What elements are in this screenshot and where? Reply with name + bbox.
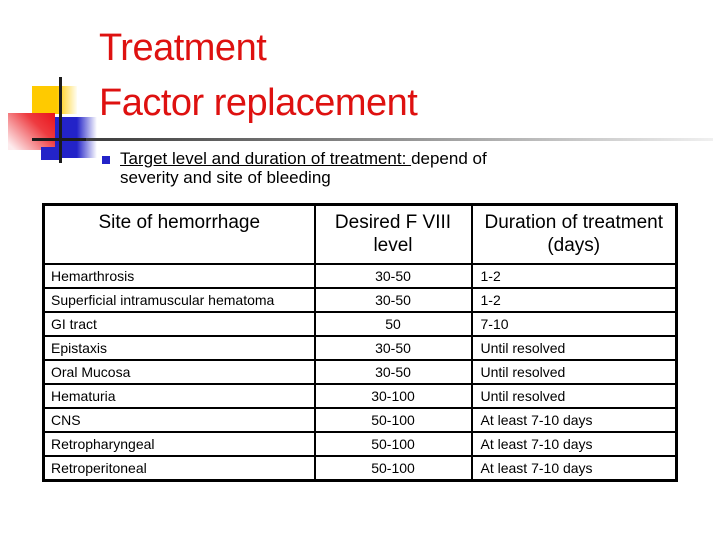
vertical-line-decor [59,77,62,163]
table-cell: Hematuria [42,383,316,409]
table-row: Retroperitoneal 50-100 At least 7-10 days [42,455,678,482]
table-cell: 1-2 [470,263,678,289]
table-cell: Until resolved [470,359,678,385]
table-cell: 1-2 [470,287,678,313]
bullet-line-1: Target level and duration of treatment: … [120,149,487,168]
pink-square-decor [8,113,55,150]
table-cell: CNS [42,407,316,433]
header-cell-site: Site of hemorrhage [42,203,316,265]
table-cell: At least 7-10 days [470,407,678,433]
bullet-text: Target level and duration of treatment: … [120,149,487,187]
header-duration-line1: Duration of treatment [484,212,663,233]
bullet-line-1-rest: depend of [411,149,487,168]
header-cell-duration: Duration of treatment (days) [470,203,678,265]
title-divider-rule [86,138,713,141]
treatment-table: Site of hemorrhage Desired F VIII level … [42,203,678,482]
horizontal-line-decor [32,138,88,141]
table-cell: 50-100 [313,407,473,433]
table-row: GI tract 50 7-10 [42,311,678,337]
table-row: Retropharyngeal 50-100 At least 7-10 days [42,431,678,457]
table-cell: GI tract [42,311,316,337]
table-row: CNS 50-100 At least 7-10 days [42,407,678,433]
table-cell: Until resolved [470,383,678,409]
header-duration-line2: (days) [547,235,601,256]
table-cell: 7-10 [470,311,678,337]
table-cell: Hemarthrosis [42,263,316,289]
yellow-square-decor [32,86,77,114]
table-cell: 30-50 [313,335,473,361]
table-row: Superficial intramuscular hematoma 30-50 1… [42,287,678,313]
table-cell: Oral Mucosa [42,359,316,385]
table-cell: 50 [313,311,473,337]
table-row: Hematuria 30-100 Until resolved [42,383,678,409]
table-cell: 30-50 [313,287,473,313]
title-line-2: Factor replacement [99,82,418,124]
page-title: Treatment Factor replacement [99,21,418,131]
table-body: Hemarthrosis 30-50 1-2 Superficial intramus… [42,263,678,482]
header-level-line2: level [373,235,413,256]
table-cell: Retroperitoneal [42,455,316,482]
table-cell: 30-50 [313,263,473,289]
table-cell: 50-100 [313,431,473,457]
table-row: Epistaxis 30-50 Until resolved [42,335,678,361]
table-cell: 30-50 [313,359,473,385]
table-cell: Retropharyngeal [42,431,316,457]
blue-square-small-decor [41,147,61,160]
table-header-row: Site of hemorrhage Desired F VIII level … [42,203,678,265]
table-cell: At least 7-10 days [470,431,678,457]
table-cell: 50-100 [313,455,473,482]
table-cell: At least 7-10 days [470,455,678,482]
underlined-phrase: Target level and duration of treatment: [120,149,412,168]
bullet-line-2: severity and site of bleeding [120,168,331,187]
header-level-line1: Desired F VIII [334,212,452,233]
table-cell: Until resolved [470,335,678,361]
table-row: Hemarthrosis 30-50 1-2 [42,263,678,289]
table-cell: Epistaxis [42,335,316,361]
table-row: Oral Mucosa 30-50 Until resolved [42,359,678,385]
header-site-line1: Site of hemorrhage [98,212,261,233]
table: Site of hemorrhage Desired F VIII level … [42,203,678,482]
bullet-square-icon [102,156,110,164]
title-line-1: Treatment [99,27,267,69]
table-cell: 30-100 [313,383,473,409]
table-cell: Superficial intramuscular hematoma [42,287,316,313]
header-cell-level: Desired F VIII level [313,203,473,265]
blue-square-decor [55,117,97,158]
